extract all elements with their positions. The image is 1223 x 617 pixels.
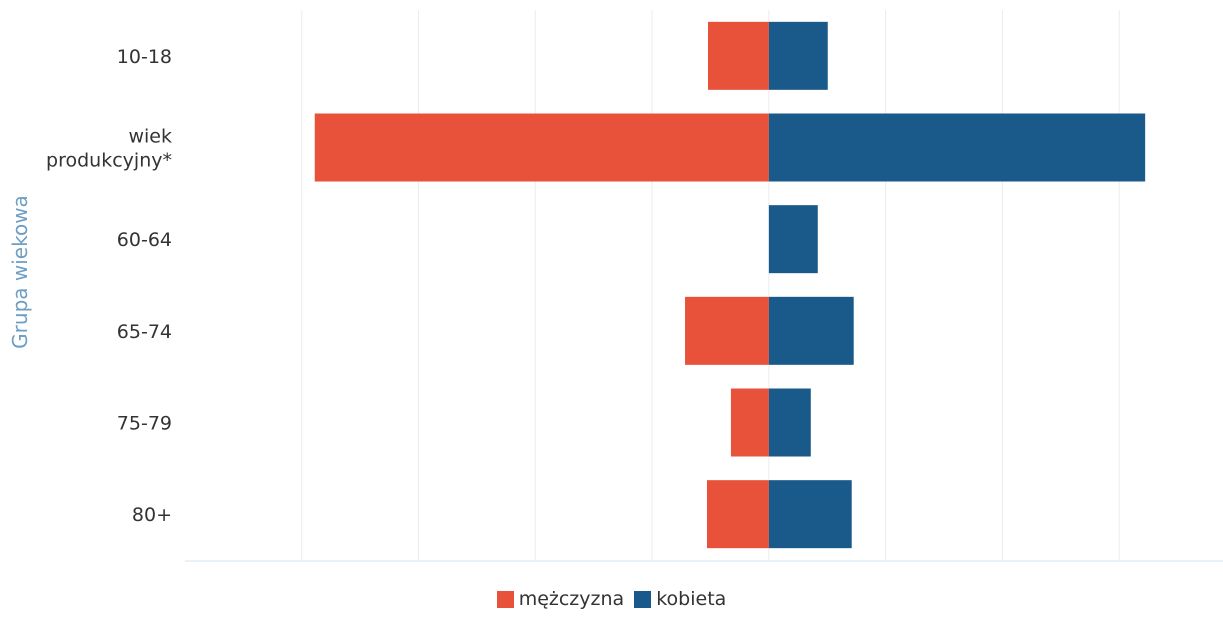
bar-female [768, 388, 811, 457]
bar-male [730, 388, 769, 457]
legend-label-female: kobieta [656, 588, 727, 610]
bar-female [768, 480, 852, 549]
bar-female [768, 21, 828, 90]
bar-male [707, 21, 769, 90]
bar-male [314, 113, 769, 182]
y-tick-label: 10-18 [117, 46, 172, 68]
bar-male [706, 480, 769, 549]
legend-item-female[interactable]: kobieta [634, 588, 726, 610]
legend-item-male[interactable]: mężczyzna [496, 588, 625, 610]
y-tick-label: 60-64 [117, 229, 172, 251]
y-tick-label: wiek [128, 126, 172, 148]
y-tick-label: 75-79 [117, 413, 172, 435]
bar-female [768, 113, 1146, 182]
bar-male [685, 296, 769, 365]
y-tick-label: produkcyjny* [46, 150, 172, 172]
y-tick-label: 65-74 [117, 321, 172, 343]
bar-female [768, 296, 854, 365]
bar-female [768, 205, 818, 274]
legend-swatch-female [634, 590, 652, 608]
legend: mężczyzna kobieta [0, 588, 1223, 613]
y-axis-label: Grupa wiekowa [8, 195, 32, 349]
y-tick-label: 80+ [132, 504, 172, 526]
legend-swatch-male [496, 590, 514, 608]
legend-label-male: mężczyzna [518, 588, 625, 610]
